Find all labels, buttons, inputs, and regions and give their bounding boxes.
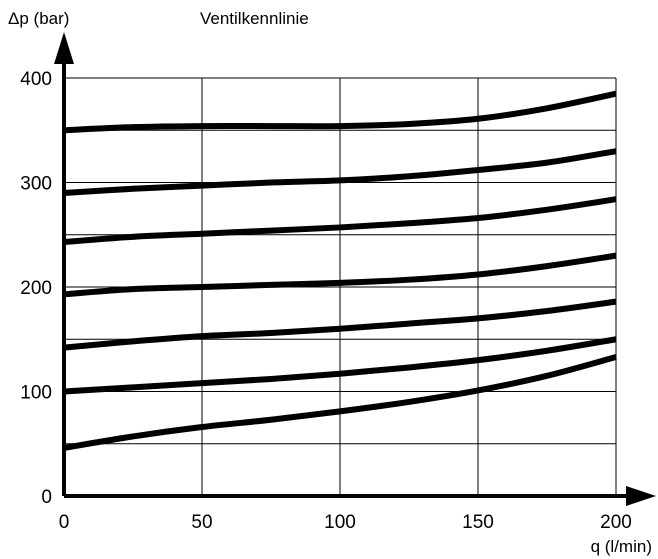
series-line-5 [63,196,617,246]
y-tick-label: 400 [20,69,52,90]
y-tick-label: 300 [20,174,52,195]
y-axis-label: Δp (bar) [8,9,69,28]
series-line-4 [63,252,617,298]
y-tick-label: 0 [41,487,52,508]
x-axis-label: q (l/min) [591,537,652,556]
series-line-1 [63,354,617,451]
axes [54,32,656,506]
series-lines [63,90,617,451]
x-tick-label: 50 [191,512,212,533]
x-axis-arrow [626,486,656,506]
x-tick-label: 100 [324,512,356,533]
y-tick-label: 200 [20,278,52,299]
x-tick-label: 200 [600,512,632,533]
series-line-6 [63,148,617,196]
y-tick-label: 100 [20,383,52,404]
chart-title: Ventilkennlinie [200,9,309,28]
y-axis-arrow [54,32,74,64]
series-line-2 [63,336,617,395]
x-tick-labels: 0 50 100 150 200 [59,512,632,533]
x-tick-label: 0 [59,512,70,533]
series-line-3 [63,298,617,351]
x-tick-label: 150 [462,512,494,533]
series-line-7 [63,90,617,134]
y-tick-labels: 0 100 200 300 400 [20,69,52,508]
